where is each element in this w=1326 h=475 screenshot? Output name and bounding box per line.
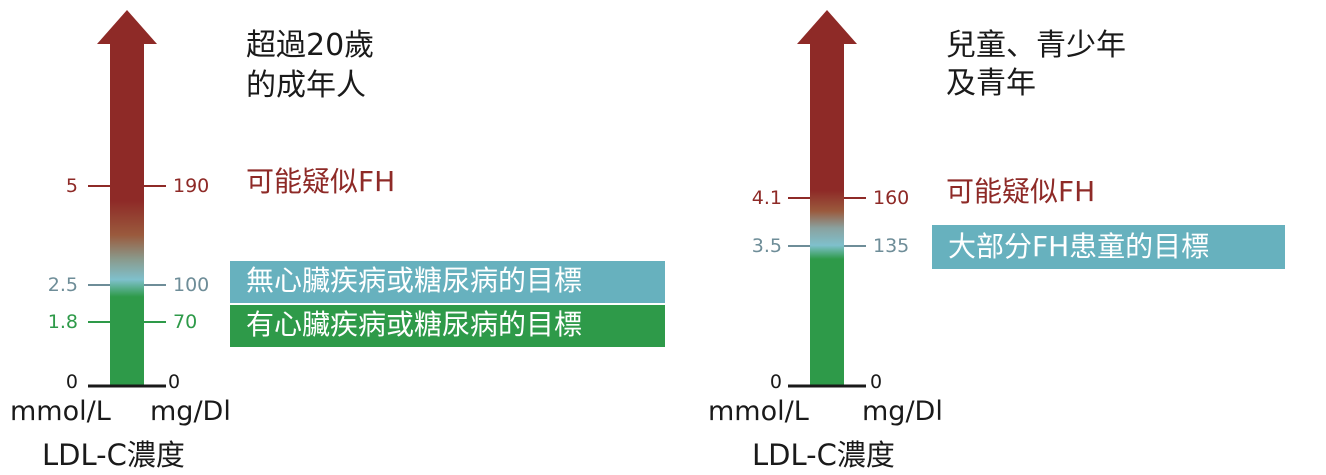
axis-title: LDL-C濃度 [42,438,185,472]
children-title-line2: 及青年 [946,66,1036,101]
children-fh-label: 可能疑似FH [946,175,1096,208]
unit-mmol: mmol/L [10,396,111,427]
unit-mgdl: mg/Dl [150,396,231,427]
target-fh-children: 大部分FH患童的目標 [932,225,1285,269]
tick-mgdl-135: 135 [873,235,910,257]
tick-mmol-4-1: 4.1 [751,187,782,209]
adults-gauge [88,10,166,388]
tick-mmol-3-5: 3.5 [751,235,782,257]
unit-mmol: mmol/L [708,396,809,427]
children-title-line1: 兒童、青少年 [946,28,1126,63]
adults-title-line1: 超過20歲 [246,28,375,63]
adults-panel: 5 190 2.5 100 1.8 70 0 0 超過20歲 的成年人 可能疑似… [10,10,665,472]
tick-mmol-5: 5 [65,175,78,197]
adults-title-line2: 的成年人 [246,68,366,103]
unit-mgdl: mg/Dl [862,396,943,427]
tick-mgdl-160: 160 [873,187,910,209]
target-heart-disease: 有心臟疾病或糖尿病的目標 [230,305,665,347]
adults-arrow-head [97,10,157,44]
target-no-heart-disease: 無心臟疾病或糖尿病的目標 [230,261,665,303]
tick-mgdl-70: 70 [173,311,198,333]
tick-mmol-2-5: 2.5 [47,274,78,296]
tick-mmol-1-8: 1.8 [47,311,78,333]
adults-fh-label: 可能疑似FH [246,165,396,198]
tick-mgdl-190: 190 [173,175,210,197]
tick-mmol-0: 0 [769,371,782,393]
children-arrow-head [797,10,857,44]
axis-title: LDL-C濃度 [752,438,895,472]
tick-mgdl-0: 0 [870,371,883,393]
tick-mmol-0: 0 [65,371,78,393]
children-panel: 4.1 160 3.5 135 0 0 兒童、青少年 及青年 可能疑似FH 大部… [700,0,1326,475]
tick-mgdl-100: 100 [173,274,210,296]
tick-mgdl-0: 0 [168,371,181,393]
children-gauge [788,10,866,388]
children-arrow-shaft [810,43,844,386]
adults-arrow-shaft [110,43,144,386]
